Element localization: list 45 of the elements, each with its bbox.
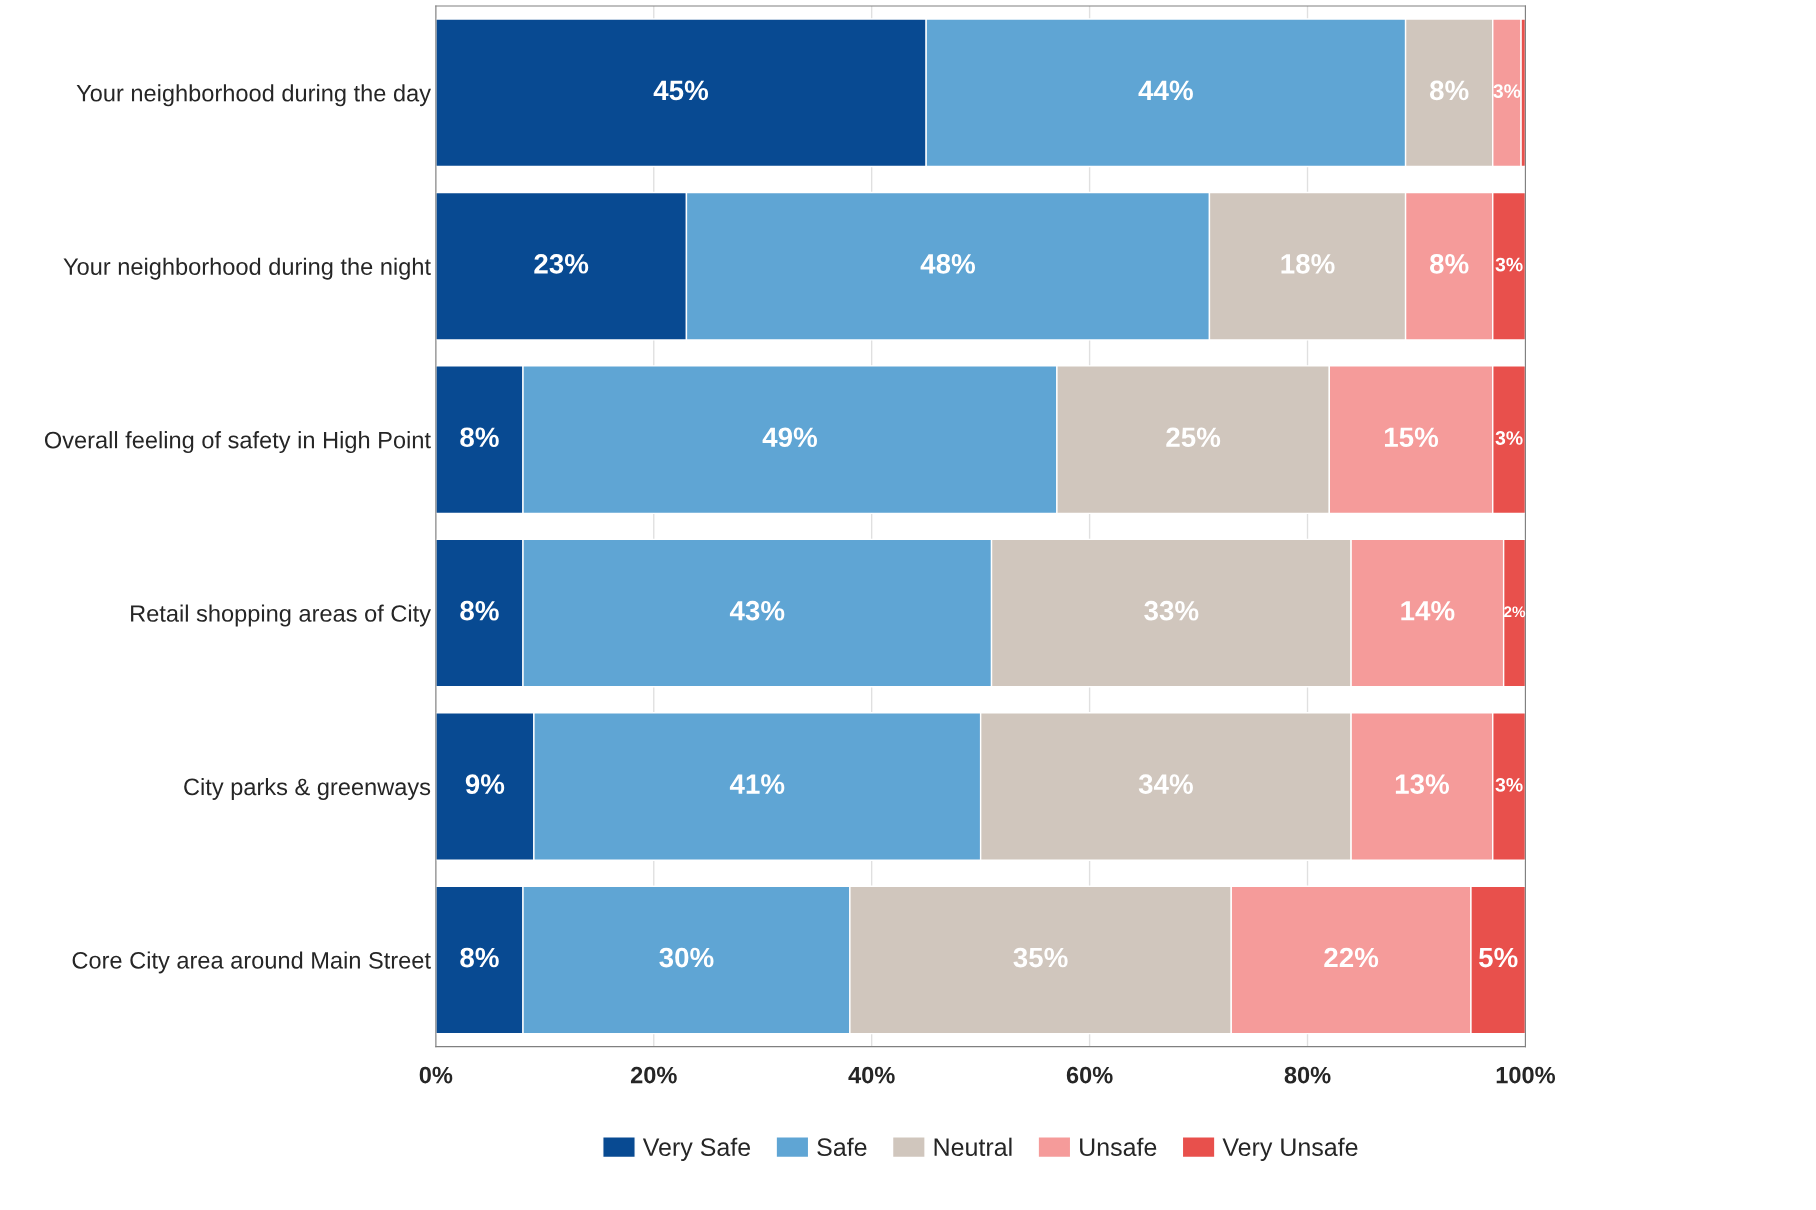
data-label: 41% [729,774,785,794]
data-label: 14% [1401,600,1455,621]
data-label: 2% [1504,606,1526,618]
data-label: 34% [1138,774,1193,794]
data-label: 8% [1429,80,1469,101]
data-label: 8% [460,600,499,621]
data-label: 8% [460,427,499,448]
y-tick-label: Core City area around Main Street [72,951,431,974]
data-label: 9% [465,774,505,794]
data-label: 30% [659,947,714,968]
data-label: 8% [1429,253,1469,274]
data-label: 22% [1324,947,1379,968]
data-label: 33% [1144,600,1199,621]
y-tick-label: Your neighborhood during the night [63,257,431,280]
data-label: 15% [1384,427,1439,448]
data-label: 13% [1395,774,1449,794]
data-label: 48% [920,253,976,274]
data-label: 3% [1495,777,1523,792]
x-tick-label: 40% [848,1066,895,1084]
data-label: 45% [653,80,709,101]
data-label: 25% [1166,427,1221,448]
data-label: 43% [729,600,785,621]
x-tick-label: 60% [1066,1066,1113,1084]
data-label: 44% [1138,80,1193,101]
x-tick-label: 0% [419,1066,453,1084]
data-label: 49% [762,427,818,448]
y-tick-label: Your neighborhood during the day [76,84,431,107]
legend-label: Neutral [934,1137,1012,1157]
x-tick-label: 80% [1284,1066,1331,1084]
data-label: 3% [1495,257,1523,272]
y-tick-label: City parks & greenways [184,777,431,800]
data-label: 18% [1281,253,1335,274]
legend-label: Unsafe [1080,1137,1157,1157]
data-label: 23% [534,253,589,274]
data-label: 8% [460,947,499,968]
y-tick-label: Overall feeling of safety in High Point [44,431,431,454]
data-label: 35% [1013,947,1068,968]
data-label: 5% [1478,947,1518,968]
x-tick-label: 100% [1496,1066,1556,1084]
legend-label: Safe [817,1137,867,1157]
x-tick-label: 20% [630,1066,677,1084]
legend-label: Very Safe [642,1137,751,1161]
legend-label: Very Unsafe [1222,1137,1358,1161]
data-label: 3% [1495,431,1523,445]
y-tick-label: Retail shopping areas of City [131,604,431,627]
